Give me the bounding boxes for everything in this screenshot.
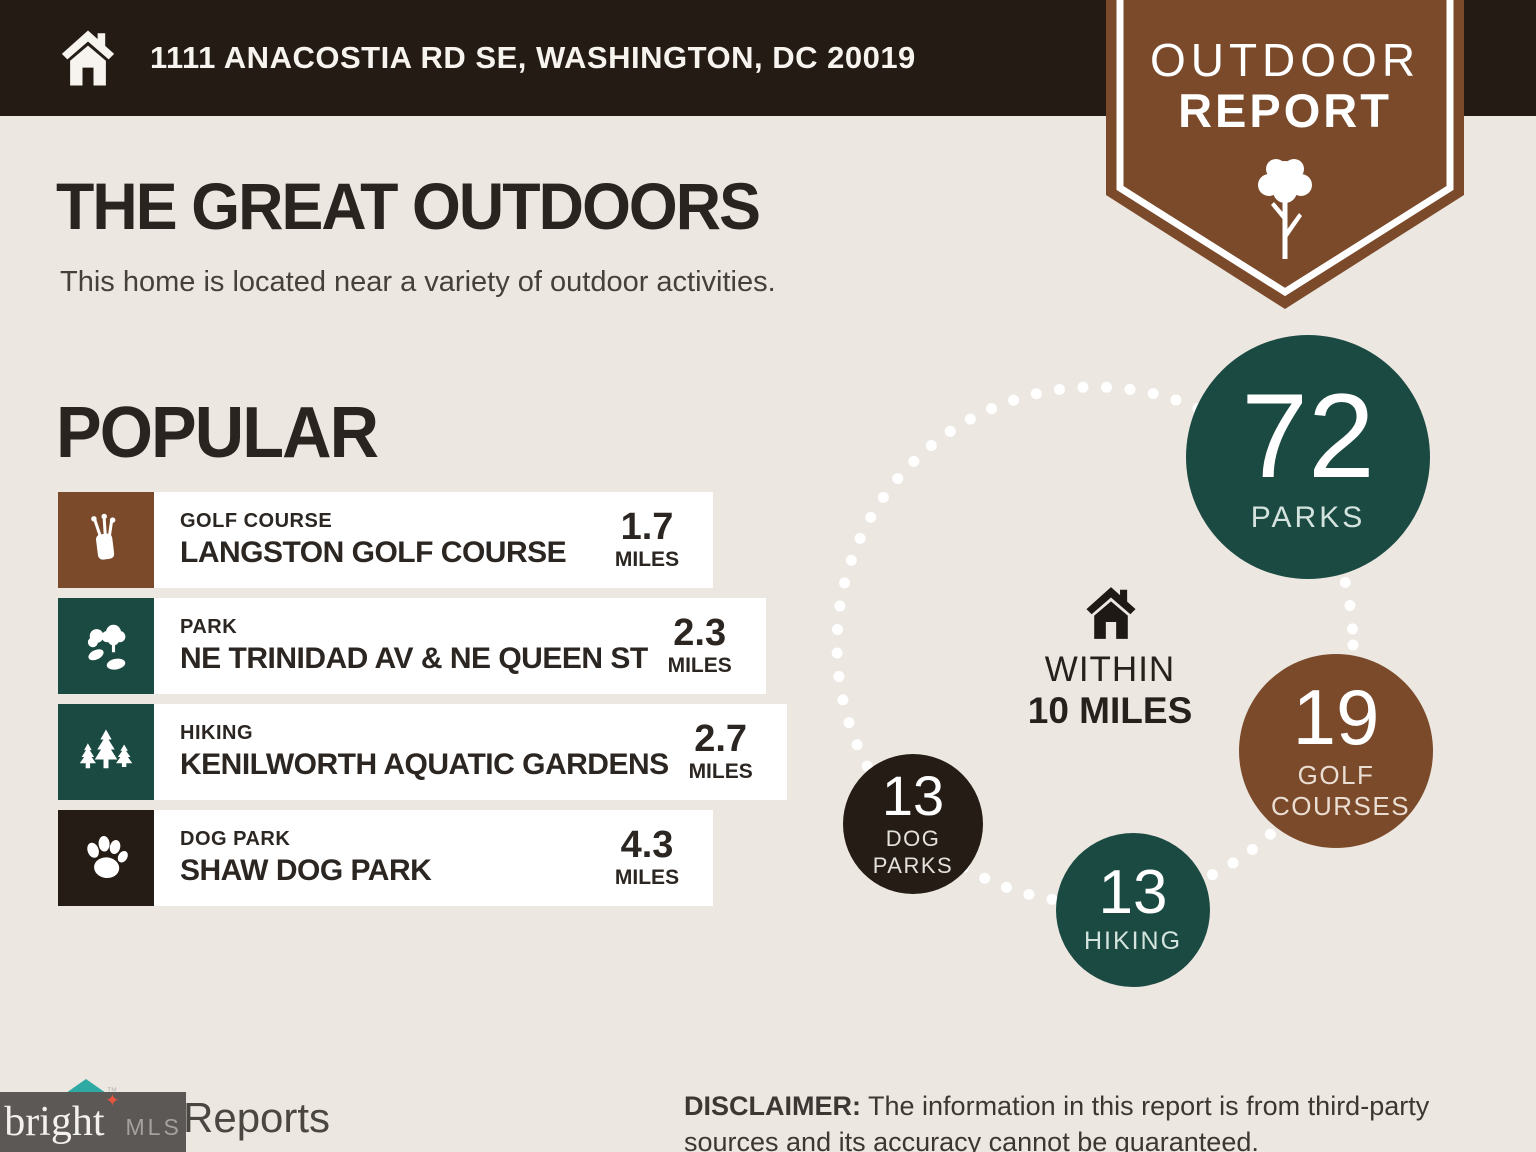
badge-line2: REPORT — [1178, 84, 1392, 137]
stat-bubble-hiking: 13 HIKING — [1056, 833, 1210, 987]
paw-icon — [58, 810, 154, 906]
item-distance: 4.3 — [620, 824, 674, 866]
property-address: 1111 ANACOSTIA RD SE, WASHINGTON, DC 200… — [150, 40, 916, 75]
golf-bag-icon — [58, 492, 154, 588]
disclaimer-label: DISCLAIMER: — [684, 1091, 861, 1121]
list-item-hiking: HIKING KENILWORTH AQUATIC GARDENS 2.7 MI… — [58, 704, 787, 800]
stat-value: 19 — [1292, 672, 1380, 761]
page-title: THE GREAT OUTDOORS — [56, 169, 761, 243]
page-subtitle: This home is located near a variety of o… — [60, 266, 776, 298]
item-distance: 2.7 — [694, 718, 748, 760]
radius-label-distance: 10 MILES — [1027, 690, 1193, 731]
list-item-golf-course: GOLF COURSE LANGSTON GOLF COURSE 1.7 MIL… — [58, 492, 713, 588]
disclaimer-text: DISCLAIMER: The information in this repo… — [684, 1091, 1430, 1152]
list-item-dog-park: DOG PARK SHAW DOG PARK 4.3 MILES — [58, 810, 713, 906]
home-icon — [61, 30, 115, 86]
stat-value: 13 — [1098, 858, 1168, 928]
tree-icon — [1258, 159, 1312, 259]
item-name: LANGSTON GOLF COURSE — [180, 536, 567, 569]
park-tree-icon — [58, 598, 154, 694]
bright-mls-logo: bright ✦ ™ MLS — [0, 1087, 186, 1152]
item-name: KENILWORTH AQUATIC GARDENS — [180, 748, 669, 781]
teal-chevron-icon — [66, 1079, 106, 1093]
pine-trees-icon — [58, 704, 154, 800]
logo-word: bright — [4, 1099, 105, 1145]
reports-wordmark: Reports — [183, 1094, 331, 1141]
item-distance-unit: MILES — [688, 760, 753, 783]
stat-bubble-parks: 72 PARKS — [1186, 335, 1430, 579]
item-distance: 2.3 — [673, 612, 727, 654]
stat-label: GOLF COURSES — [1271, 759, 1411, 822]
radius-label-within: WITHIN — [1044, 650, 1176, 689]
list-item-park: PARK NE TRINIDAD AV & NE QUEEN ST 2.3 MI… — [58, 598, 766, 694]
item-category: DOG PARK — [180, 828, 291, 850]
home-icon — [1086, 587, 1136, 639]
popular-list: GOLF COURSE LANGSTON GOLF COURSE 1.7 MIL… — [58, 492, 787, 916]
stat-label: DOG PARKS — [872, 826, 954, 878]
outdoor-report-badge: OUTDOOR REPORT — [1106, 0, 1464, 309]
item-distance-unit: MILES — [667, 654, 732, 677]
item-name: SHAW DOG PARK — [180, 854, 432, 887]
stat-bubble-dog-parks: 13 DOG PARKS — [843, 754, 983, 894]
item-distance-unit: MILES — [614, 866, 680, 889]
stat-value: 72 — [1241, 369, 1375, 503]
sparkle-star-icon: ✦ — [105, 1091, 120, 1111]
item-distance: 1.7 — [620, 506, 674, 548]
stat-value: 13 — [881, 764, 945, 828]
stat-label: PARKS — [1250, 501, 1366, 534]
logo-trademark: ™ — [106, 1086, 118, 1098]
popular-heading: POPULAR — [56, 393, 379, 473]
item-name: NE TRINIDAD AV & NE QUEEN ST — [180, 642, 648, 675]
item-distance-unit: MILES — [614, 548, 680, 571]
badge-line1: OUTDOOR — [1150, 34, 1420, 86]
item-category: HIKING — [180, 722, 253, 744]
item-category: GOLF COURSE — [180, 510, 333, 532]
stat-bubble-golf-courses: 19 GOLF COURSES — [1239, 654, 1433, 848]
logo-mls: MLS — [125, 1113, 182, 1140]
stat-label: HIKING — [1083, 926, 1183, 955]
item-category: PARK — [180, 616, 238, 638]
